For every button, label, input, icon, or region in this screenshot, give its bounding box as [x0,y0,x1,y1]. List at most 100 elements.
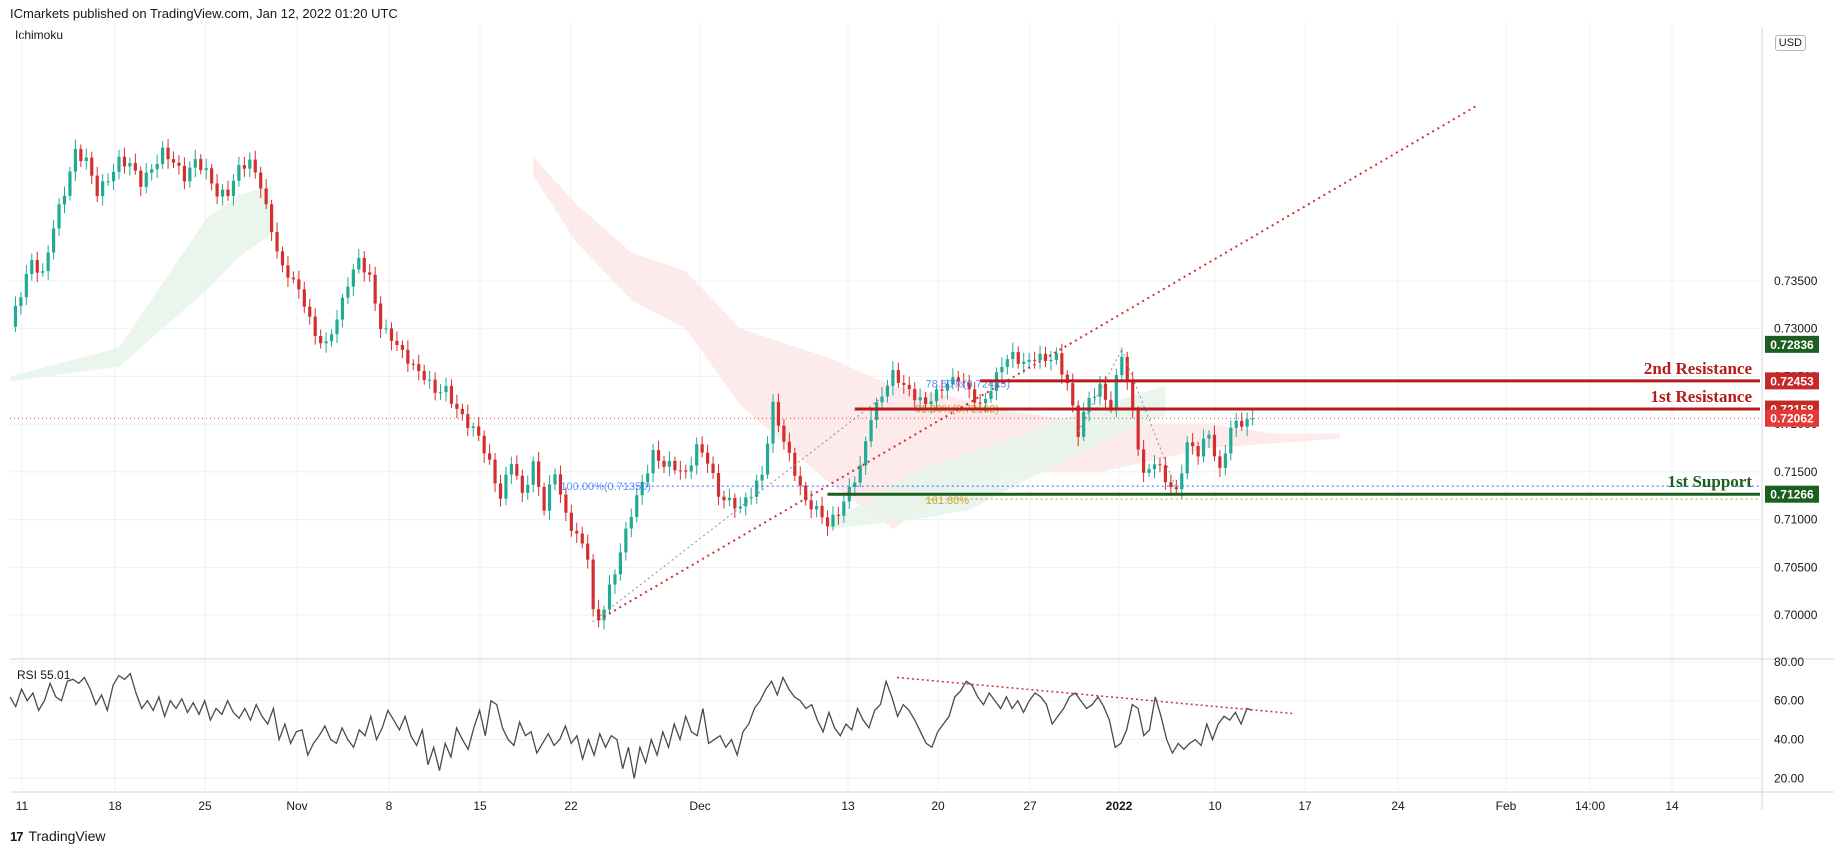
candle [90,151,94,185]
candle-body [722,496,726,501]
candle [182,157,186,190]
candle [678,460,682,480]
candle [727,488,731,507]
candle [395,331,399,351]
candle-body [199,159,203,171]
candle-body [417,364,421,371]
candle [907,376,911,397]
candle-body [1136,410,1140,450]
candle-body [1218,456,1222,468]
rsi-tick-label: 20.00 [1774,771,1804,785]
candle [662,455,666,474]
candle [150,164,154,181]
candle [504,466,508,506]
time-tick-label: 15 [473,799,487,813]
candle-body [553,474,557,485]
candle-body [624,528,628,553]
candle-body [319,335,323,344]
candle-body [389,328,394,341]
candle-body [1022,361,1026,364]
candle-body [1169,482,1173,488]
candle-body [782,425,786,442]
candle [547,475,552,521]
candle-body [798,475,802,486]
currency-badge[interactable]: USD [1774,35,1806,51]
candle [787,432,791,462]
candle-body [902,382,906,385]
candle [978,393,982,410]
candle [433,372,437,401]
candle [945,378,949,400]
price-tick-label: 0.70000 [1774,608,1818,622]
candle-body [13,305,18,327]
candle-body [820,505,824,518]
candle-body [618,552,622,575]
candle [864,436,868,475]
rsi-tick-label: 60.00 [1774,694,1804,708]
candle [836,506,840,525]
candle-body [934,389,939,402]
candle [1234,413,1238,438]
level-label-2: 1st Resistance [1650,387,1752,406]
time-tick-label: 27 [1023,799,1037,813]
candle-body [1180,473,1184,490]
candle [618,543,622,581]
candle-body [182,165,186,182]
candle-body [1109,399,1113,408]
candle-body [248,159,252,169]
candle [297,270,301,299]
candle-body [1114,375,1118,408]
candle-body [204,168,208,171]
candle-body [73,148,77,172]
candle [831,506,835,531]
candle-body [842,501,846,516]
candle [242,156,246,178]
candle [880,387,884,411]
candle-body [193,159,197,168]
candle [466,404,470,436]
candle [755,474,759,504]
candle [613,569,617,594]
candle-body [749,496,753,498]
price-label: 0.72062 [1765,409,1819,427]
candle [73,139,77,182]
candle-body [1201,438,1206,457]
candle [722,490,726,509]
candle [580,526,584,549]
candle-body [1251,418,1255,420]
candle [934,385,939,408]
candle-body [547,484,552,511]
candle-body [237,165,241,181]
candle-body [1191,442,1195,447]
time-tick-label: 14:00 [1575,799,1605,813]
candle-body [1033,359,1037,361]
candle [1152,455,1157,479]
candle-body [635,495,639,517]
price-label-text: 0.72836 [1770,338,1814,352]
candle [226,180,230,201]
candle-body [945,384,949,391]
candle-body [210,168,214,184]
brand-name: TradingView [28,828,106,844]
candle [95,166,99,203]
candle [1033,351,1037,369]
candle [885,379,890,403]
candle [558,465,563,503]
candle-body [907,384,911,390]
candle [1125,351,1129,390]
candle [673,456,677,475]
candle-body [79,148,83,162]
time-tick-label: 13 [841,799,855,813]
candle [956,370,960,392]
candle-body [1147,469,1151,473]
price-tick-label: 0.73500 [1774,274,1818,288]
candle [106,173,110,187]
candle-body [90,157,94,176]
candle-body [231,180,236,196]
candle [1011,342,1015,369]
candle-body [19,297,23,306]
candle-body [700,444,704,453]
candle-body [1212,434,1217,457]
candle [651,443,655,482]
